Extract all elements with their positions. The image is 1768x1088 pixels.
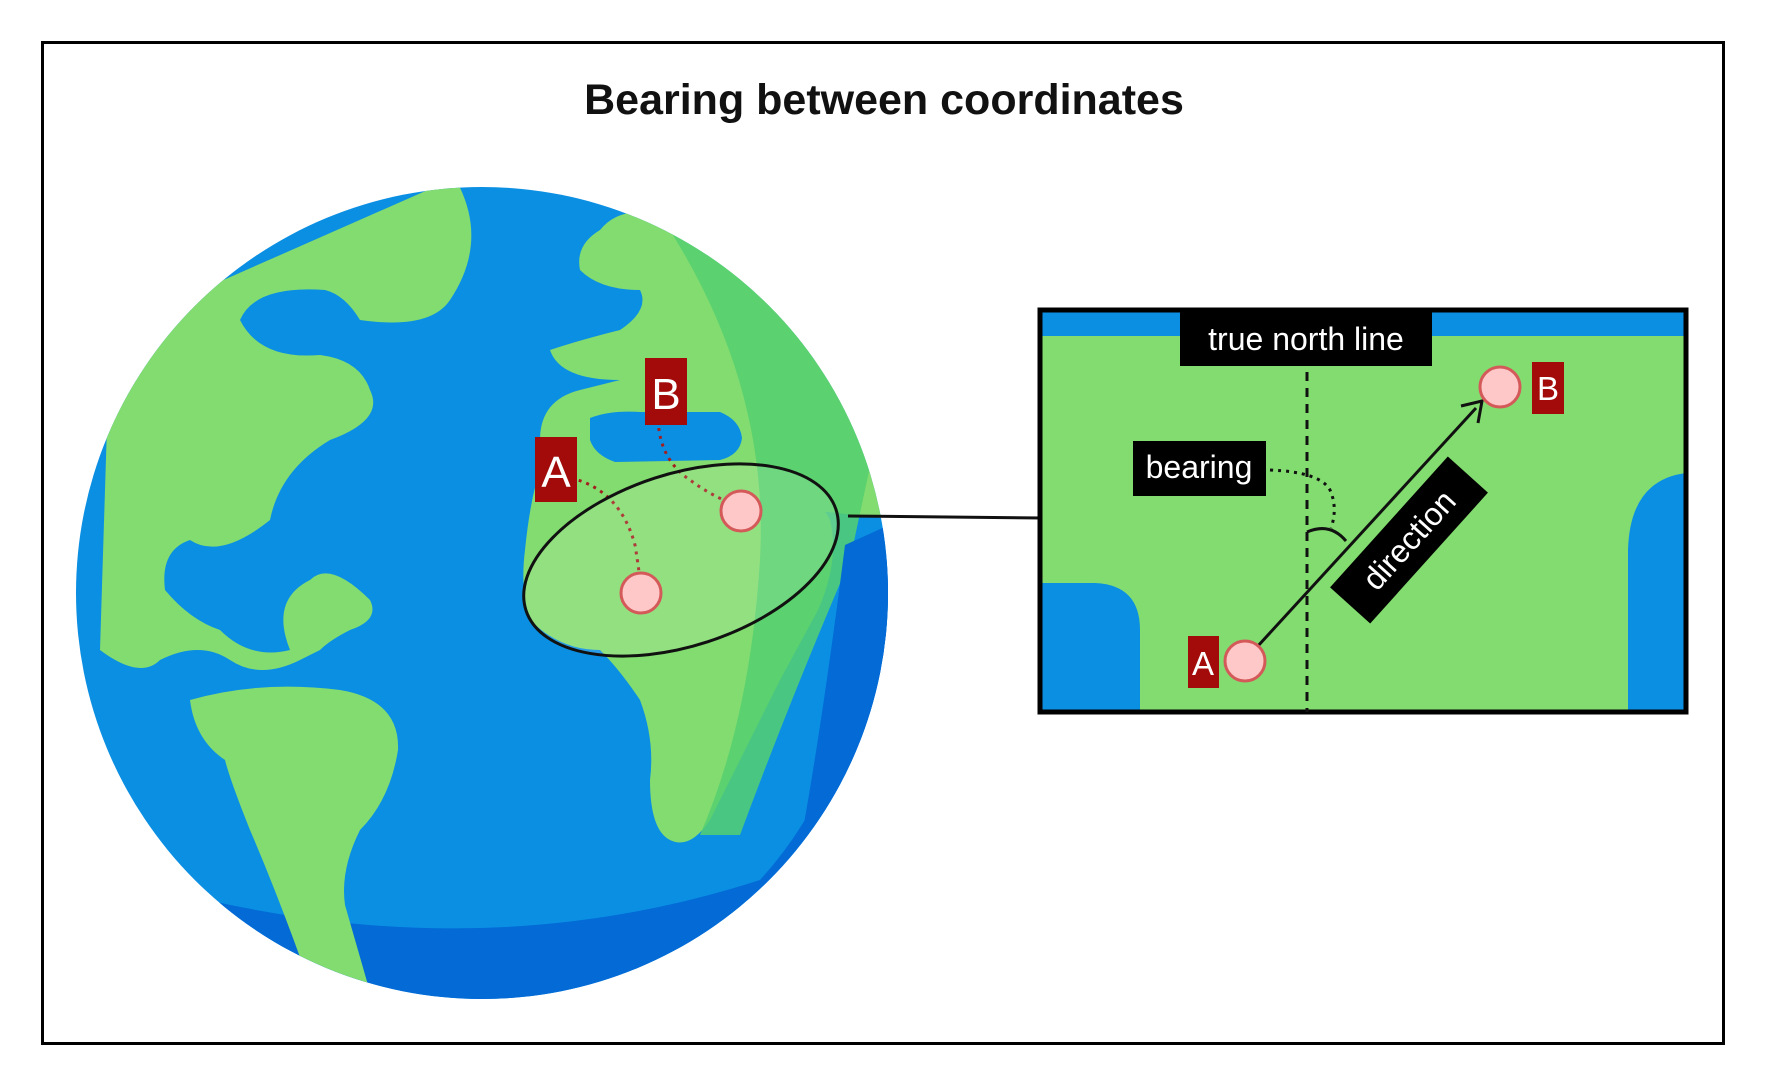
zoom-label-b: B [1537, 370, 1559, 407]
globe-point-b [719, 489, 763, 533]
zoom-label-b-bg [1532, 362, 1564, 414]
zoom-connector [847, 514, 1043, 520]
zoom-panel: true north line bearing direction A B [1037, 307, 1689, 715]
zoom-water-right [1628, 473, 1686, 712]
bearing-pointer [1269, 468, 1336, 529]
bearing-label-bg [1133, 441, 1266, 496]
diagram-title: Bearing between coordinates [584, 76, 1184, 124]
zoom-point-a [1223, 639, 1267, 683]
globe-path-a [570, 476, 643, 593]
direction-label-bg [1330, 456, 1488, 624]
north-label: true north line [1208, 321, 1404, 357]
bearing-arc [1306, 527, 1348, 542]
globe-path-b [656, 419, 736, 507]
direction-arrowhead [1460, 399, 1484, 424]
zoom-label-a: A [1192, 645, 1214, 682]
africa [523, 470, 834, 843]
direction-arrow [1255, 406, 1478, 649]
globe-point-a [619, 571, 663, 615]
zoom-border [1037, 307, 1689, 715]
diagram-frame [41, 41, 1725, 1045]
globe-label-a-bg [535, 437, 577, 502]
zoom-label-a-bg [1188, 636, 1219, 688]
north-label-bg [1180, 311, 1432, 366]
zoom-point-b [1478, 365, 1522, 409]
globe-label-b: B [651, 370, 680, 419]
mediterranean [590, 411, 742, 462]
bearing-label: bearing [1146, 449, 1253, 485]
south-america [190, 686, 399, 985]
zoom-water-left [1040, 583, 1140, 712]
zoom-land [1040, 310, 1686, 712]
globe-label-a: A [541, 448, 571, 497]
globe-label-b-bg [645, 358, 687, 425]
globe: A B [76, 187, 888, 999]
